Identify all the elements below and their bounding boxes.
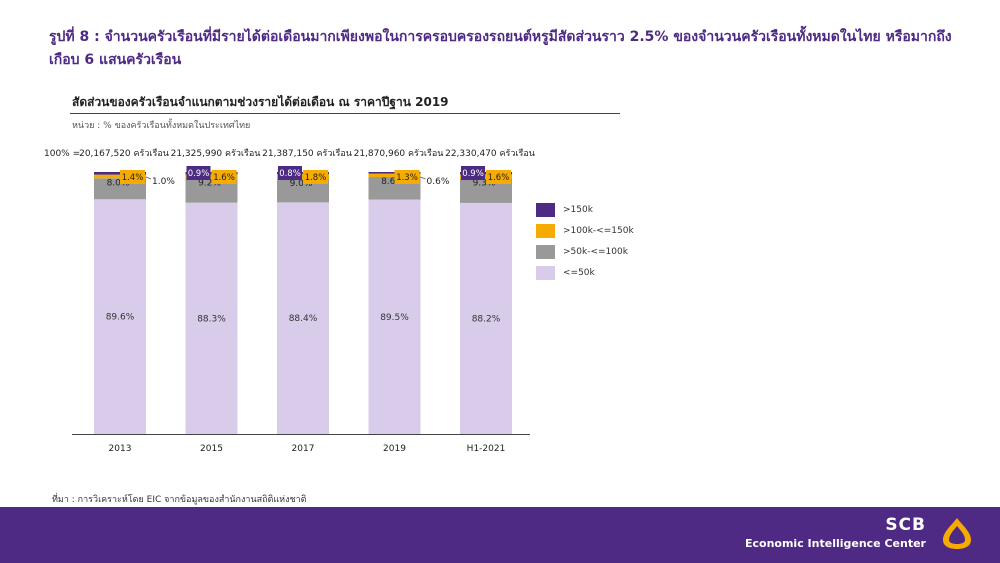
headline: รูปที่ 8 : จำนวนครัวเรือนที่มีรายได้ต่อเ… xyxy=(49,29,952,68)
data-callout-gt150k xyxy=(278,166,302,180)
data-label-100to150k: 1.6% xyxy=(213,173,235,183)
total-label: 22,330,470 ครัวเรือน xyxy=(445,148,535,159)
data-label-gt150k: 0.6% xyxy=(427,177,450,187)
data-label-gt150k: 1.0% xyxy=(152,177,175,187)
scb-logo-icon xyxy=(943,518,971,549)
data-callout-100to150k xyxy=(303,170,328,184)
data-label-gt150k: 0.9% xyxy=(462,169,484,179)
total-label: 20,167,520 ครัวเรือน xyxy=(79,148,169,159)
data-label-le50k: 88.2% xyxy=(472,314,501,324)
x-tick-label: 2019 xyxy=(383,444,406,454)
footer-bar: SCB Economic Intelligence Center xyxy=(0,507,1000,563)
source-note: ที่มา : การวิเคราะห์โดย EIC จากข้อมูลของ… xyxy=(52,495,307,505)
bar-segment-le50k xyxy=(277,202,329,434)
data-callout-100to150k xyxy=(211,170,237,184)
data-label-le50k: 88.4% xyxy=(289,314,318,324)
data-callout-100to150k xyxy=(120,170,145,184)
data-callout-gt150k xyxy=(461,166,485,180)
legend-label: >100k-<=150k xyxy=(563,226,634,236)
data-label-gt150k: 0.8% xyxy=(279,169,301,179)
data-label-100to150k: 1.3% xyxy=(396,173,418,183)
x-tick-label: 2017 xyxy=(292,444,315,454)
data-callout-100to150k xyxy=(486,170,511,184)
total-label: 21,387,150 ครัวเรือน xyxy=(262,148,352,159)
data-label-gt150k: 0.9% xyxy=(188,169,210,179)
data-label-le50k: 89.5% xyxy=(380,313,409,323)
data-label-leader xyxy=(145,176,152,180)
legend-swatch-gt150k xyxy=(536,203,555,217)
legend-label: >50k-<=100k xyxy=(563,247,628,257)
bar-segment-50to100k xyxy=(277,178,329,203)
data-label-100to150k: 1.6% xyxy=(488,173,510,183)
total-label: 21,325,990 ครัวเรือน xyxy=(171,148,261,159)
chart-title: สัดส่วนของครัวเรือนจำแนกตามช่วงรายได้ต่อ… xyxy=(72,95,449,109)
title-divider xyxy=(70,113,620,114)
x-tick-label: 2015 xyxy=(200,444,223,454)
data-label-50to100k: 9.2% xyxy=(198,179,221,189)
legend-swatch-50to100k xyxy=(536,245,555,259)
data-label-100to150k: 1.8% xyxy=(305,173,327,183)
data-label-50to100k: 9.3% xyxy=(473,179,496,189)
x-tick-label: H1-2021 xyxy=(467,444,506,454)
footer-brand: SCB xyxy=(885,515,926,535)
bar-segment-le50k xyxy=(368,199,421,434)
data-label-leader xyxy=(420,176,426,180)
footer-center-name: Economic Intelligence Center xyxy=(744,537,926,550)
data-label-le50k: 89.6% xyxy=(106,313,135,323)
x-tick-label: 2013 xyxy=(109,444,132,454)
data-callout-100to150k xyxy=(394,170,420,184)
data-label-50to100k: 8.6% xyxy=(381,177,404,187)
data-callout-gt150k xyxy=(186,166,211,180)
total-label: 21,870,960 ครัวเรือน xyxy=(354,148,444,159)
bar-segment-le50k xyxy=(460,202,512,434)
total-row-label: 100% = xyxy=(44,149,80,159)
legend-swatch-le50k xyxy=(536,266,555,280)
bar-segment-le50k xyxy=(94,199,146,434)
legend-label: <=50k xyxy=(563,268,595,278)
unit-note: หน่วย : % ของครัวเรือนทั้งหมดในประเทศไทย xyxy=(72,121,251,131)
bar-segment-le50k xyxy=(185,202,238,434)
data-label-50to100k: 9.0% xyxy=(290,179,313,189)
data-label-50to100k: 8.0% xyxy=(107,178,130,188)
data-label-100to150k: 1.4% xyxy=(122,173,144,183)
legend-swatch-100to150k xyxy=(536,224,555,238)
data-label-le50k: 88.3% xyxy=(197,314,226,324)
legend-label: >150k xyxy=(563,205,593,215)
